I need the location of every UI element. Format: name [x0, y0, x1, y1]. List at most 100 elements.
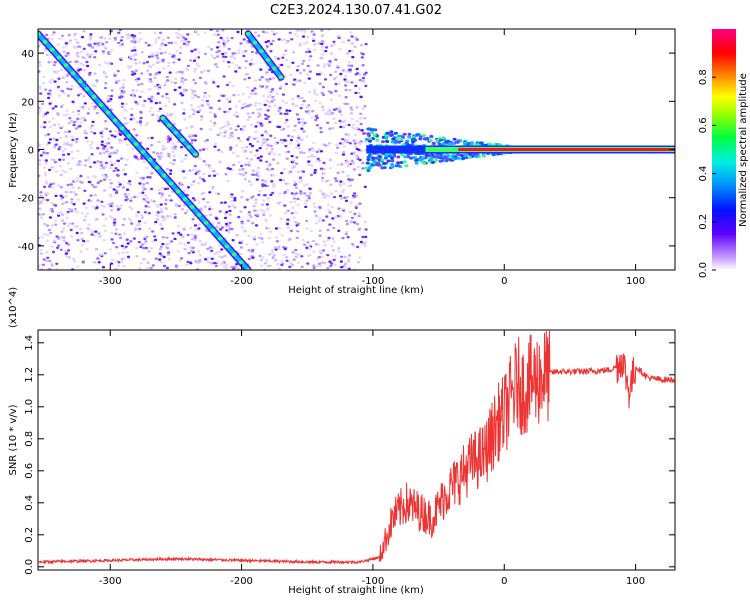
spectrogram-cell: [51, 250, 56, 254]
spectrogram-cell: [164, 104, 168, 108]
spectrogram-cell: [348, 89, 352, 92]
spectral-track-point: [70, 71, 76, 76]
spectrogram-cell: [191, 90, 196, 93]
spectrogram-cell: [166, 198, 170, 201]
spectrogram-cell: [158, 258, 162, 261]
spectrogram-cell: [139, 110, 143, 114]
spectrogram-cell: [61, 213, 65, 216]
spectrogram-cell: [66, 225, 70, 228]
spectrogram-cell: [82, 239, 86, 243]
spectrogram-cell: [266, 109, 270, 112]
spectrogram-cell: [380, 158, 385, 162]
spectrogram-cell: [47, 228, 52, 232]
spectrogram-cell: [227, 224, 231, 227]
spectrogram-cell: [441, 136, 446, 140]
spectrogram-cell: [349, 31, 353, 34]
spectrogram-cell: [345, 195, 349, 199]
spectrogram-cell: [344, 84, 348, 87]
spectrogram-cell: [175, 71, 179, 74]
spectrogram-cell: [268, 120, 272, 124]
spectrogram-cell: [362, 243, 366, 246]
spectrogram-cell: [314, 118, 318, 122]
spectrogram-cell: [337, 247, 341, 250]
spectrogram-cell: [298, 151, 303, 154]
spectrogram-cell: [113, 38, 117, 41]
spectrogram-cell: [124, 102, 128, 106]
spectrogram-cell: [164, 43, 168, 47]
spectrogram-cell: [39, 252, 44, 255]
x-tick-label: -300: [99, 276, 122, 287]
spectrogram-cell: [151, 240, 155, 243]
spectrogram-cell: [172, 159, 176, 162]
spectrogram-cell: [108, 185, 112, 189]
spectrogram-cell: [70, 201, 74, 204]
spectrogram-cell: [130, 40, 134, 43]
spectrogram-cell: [160, 227, 164, 230]
spectrogram-cell: [334, 107, 339, 111]
spectrogram-cell: [289, 201, 293, 204]
spectrogram-cell: [109, 193, 113, 196]
spectrogram-cell: [240, 226, 244, 229]
spectrogram-cell: [297, 118, 301, 121]
spectrogram-cell: [39, 194, 43, 197]
spectrogram-cell: [247, 163, 251, 167]
spectral-track-point: [278, 75, 284, 80]
spectral-track-point: [147, 157, 153, 162]
spectrogram-cell: [57, 237, 61, 240]
spectrogram-cell: [301, 124, 305, 127]
spectrogram-cell: [293, 180, 297, 184]
spectrogram-cell: [367, 166, 372, 170]
spectrogram-cell: [232, 265, 236, 268]
spectrogram-cell: [338, 107, 342, 110]
spectrogram-cell: [223, 124, 227, 128]
spectrogram-cell: [243, 151, 247, 154]
spectrogram-cell: [166, 140, 170, 143]
spectrogram-cell: [61, 202, 65, 206]
spectrogram-cell: [269, 90, 273, 94]
spectrogram-cell: [210, 54, 214, 57]
spectrogram-cell: [86, 54, 91, 57]
spectrogram-cell: [267, 165, 271, 168]
spectrogram-cell: [219, 263, 224, 266]
spectrogram-cell: [202, 172, 206, 176]
spectrogram-cell: [295, 236, 299, 240]
spectrogram-cell: [304, 110, 308, 113]
spectrogram-cell: [185, 43, 190, 46]
spectrogram-cell: [285, 41, 289, 44]
spectrogram-cell: [84, 164, 88, 167]
spectrogram-cell: [62, 239, 66, 242]
spectrogram-cell: [117, 264, 121, 267]
spectrogram-cell: [196, 95, 200, 99]
spectrogram-cell: [57, 94, 61, 97]
spectrogram-cell: [318, 205, 322, 209]
spectrogram-cell: [354, 91, 358, 95]
spectrogram-cell: [220, 255, 224, 259]
spectrogram-cell: [229, 195, 234, 198]
spectrogram-cell: [333, 263, 338, 266]
spectral-track-point: [265, 57, 271, 62]
spectrogram-cell: [199, 118, 204, 121]
spectrogram-cell: [275, 236, 279, 239]
spectrogram-xlabel: Height of straight line (km): [288, 285, 424, 296]
spectrogram-cell: [112, 221, 116, 224]
spectrogram-cell: [268, 168, 272, 172]
spectrogram-cell: [347, 184, 351, 187]
spectrogram-cell: [65, 216, 69, 220]
spectrogram-cell: [310, 116, 314, 119]
spectrogram-cell: [78, 227, 82, 231]
spectrogram-cell: [53, 146, 57, 149]
spectrogram-cell: [169, 169, 173, 172]
spectrogram-cell: [285, 118, 289, 122]
spectrogram-cell: [180, 94, 185, 97]
spectrogram-cell: [294, 80, 299, 83]
spectrogram-cell: [177, 33, 181, 36]
spectrogram-cell: [89, 147, 93, 150]
spectrogram-cell: [247, 76, 251, 80]
spectrogram-cell: [308, 187, 312, 190]
spectrogram-cell: [346, 260, 350, 263]
chart-title: C2E3.2024.130.07.41.G02: [270, 3, 442, 18]
spectrogram-cell: [120, 35, 124, 39]
spectrogram-cell: [366, 158, 371, 161]
spectrogram-cell: [407, 135, 412, 139]
spectrogram-cell: [315, 124, 320, 127]
